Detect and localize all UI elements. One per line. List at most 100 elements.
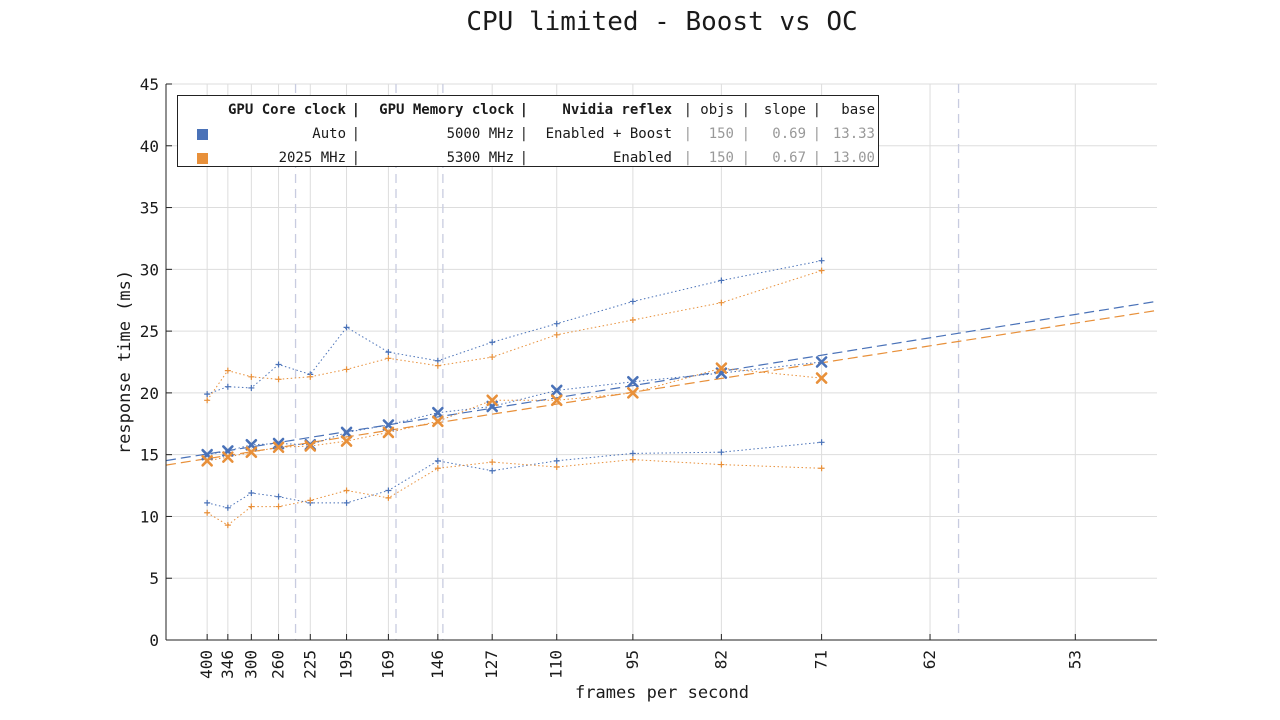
- legend-objs-value: 150: [708, 150, 734, 166]
- legend-reflex-value: Enabled + Boost: [545, 126, 672, 142]
- max-point: [204, 391, 211, 398]
- legend-separator: |: [351, 150, 360, 166]
- x-tick-label: 346: [218, 650, 237, 679]
- legend-objs-value: 150: [708, 126, 734, 142]
- min-point: [204, 509, 211, 516]
- x-tick-label: 400: [197, 650, 216, 679]
- x-tick-label: 127: [482, 650, 501, 679]
- legend-separator: |: [519, 150, 528, 166]
- legend-slope-value: 0.69: [772, 126, 806, 142]
- max-point: [224, 383, 231, 390]
- trend-lines: [165, 300, 1158, 466]
- max-point: [489, 339, 496, 346]
- median-point: [550, 384, 563, 397]
- grid-lines: [166, 83, 1157, 641]
- max-point: [385, 355, 392, 362]
- max-point: [434, 362, 441, 369]
- x-tick-label: 169: [378, 650, 397, 679]
- refresh-rate-markers: [294, 84, 960, 640]
- max-point: [553, 331, 560, 338]
- min-point: [489, 467, 496, 474]
- median-point: [245, 446, 258, 458]
- min-point: [224, 504, 231, 511]
- median-point: [272, 437, 285, 450]
- median-point: [340, 435, 353, 447]
- legend: GPU Core clock | GPU Memory clock | Nvid…: [177, 95, 879, 167]
- legend-header-objs: objs: [700, 102, 734, 118]
- y-tick-label: 25: [140, 322, 159, 341]
- data-series: [201, 257, 828, 529]
- legend-separator: |: [519, 102, 528, 118]
- min-point: [629, 450, 636, 457]
- legend-swatch-orange: [197, 153, 208, 164]
- min-point: [248, 489, 255, 496]
- min-point: [629, 456, 636, 463]
- median-point: [815, 372, 828, 384]
- min-point: [224, 522, 231, 529]
- median-point: [432, 415, 444, 428]
- legend-mem-value: 5300 MHz: [446, 150, 514, 166]
- max-point: [275, 376, 282, 383]
- min-point: [818, 439, 825, 446]
- max-point: [718, 277, 725, 284]
- legend-reflex-value: Enabled: [612, 150, 672, 166]
- x-tick-label: 260: [269, 650, 288, 679]
- min-point: [553, 464, 560, 471]
- legend-row-2: 2025 MHz | 5300 MHz | Enabled | 150 | 0.…: [178, 146, 878, 170]
- axes: 0 5 10 15 20 25 30 35 40 45 400 346 300 260 225 195 169 1…: [140, 75, 1157, 679]
- legend-separator: |: [741, 126, 750, 142]
- median-point: [815, 356, 828, 368]
- max-point: [553, 320, 560, 327]
- x-tick-label: 53: [1065, 650, 1084, 669]
- max-point: [343, 324, 350, 331]
- legend-separator: |: [812, 102, 821, 118]
- x-axis-label: frames per second: [575, 683, 749, 703]
- legend-header-mem: GPU Memory clock: [379, 102, 514, 118]
- median-point: [201, 455, 213, 467]
- median-point: [550, 394, 563, 407]
- min-point: [489, 459, 496, 466]
- y-tick-label: 15: [140, 446, 159, 465]
- min-point: [434, 465, 441, 472]
- plot-area: [166, 84, 1157, 640]
- y-tick-label: 35: [140, 199, 159, 218]
- max-point: [307, 373, 314, 380]
- median-point: [272, 441, 285, 454]
- legend-swatch-blue: [197, 129, 208, 140]
- median-point: [715, 362, 728, 374]
- min-point: [204, 499, 211, 506]
- legend-separator: |: [812, 126, 821, 142]
- x-tick-label: 300: [241, 650, 260, 679]
- x-tick-label: 110: [547, 650, 566, 679]
- legend-core-value: Auto: [312, 126, 346, 142]
- legend-separator: |: [351, 102, 360, 118]
- median-point: [304, 440, 317, 452]
- y-tick-label: 30: [140, 260, 159, 279]
- max-point: [204, 397, 211, 404]
- median-point: [486, 394, 498, 407]
- min-point: [718, 449, 725, 456]
- min-point: [307, 497, 314, 504]
- max-point: [818, 257, 825, 264]
- y-axis-label: response time (ms): [115, 270, 135, 454]
- trend-line: [165, 300, 1158, 462]
- max-point: [629, 316, 636, 323]
- min-point: [385, 487, 392, 494]
- y-tick-label: 20: [140, 384, 159, 403]
- min-point: [343, 487, 350, 494]
- max-point: [248, 373, 255, 380]
- legend-core-value: 2025 MHz: [278, 150, 346, 166]
- legend-slope-value: 0.67: [772, 150, 806, 166]
- min-point: [343, 499, 350, 506]
- legend-separator: |: [683, 150, 692, 166]
- median-point: [627, 375, 639, 388]
- min-point: [718, 461, 725, 468]
- legend-separator: |: [519, 126, 528, 142]
- x-tick-label: 146: [428, 650, 447, 679]
- min-point: [553, 457, 560, 464]
- max-point: [343, 366, 350, 373]
- legend-row-1: Auto | 5000 MHz | Enabled + Boost | 150 …: [178, 122, 878, 146]
- max-point: [489, 354, 496, 361]
- legend-header-core: GPU Core clock: [227, 102, 346, 118]
